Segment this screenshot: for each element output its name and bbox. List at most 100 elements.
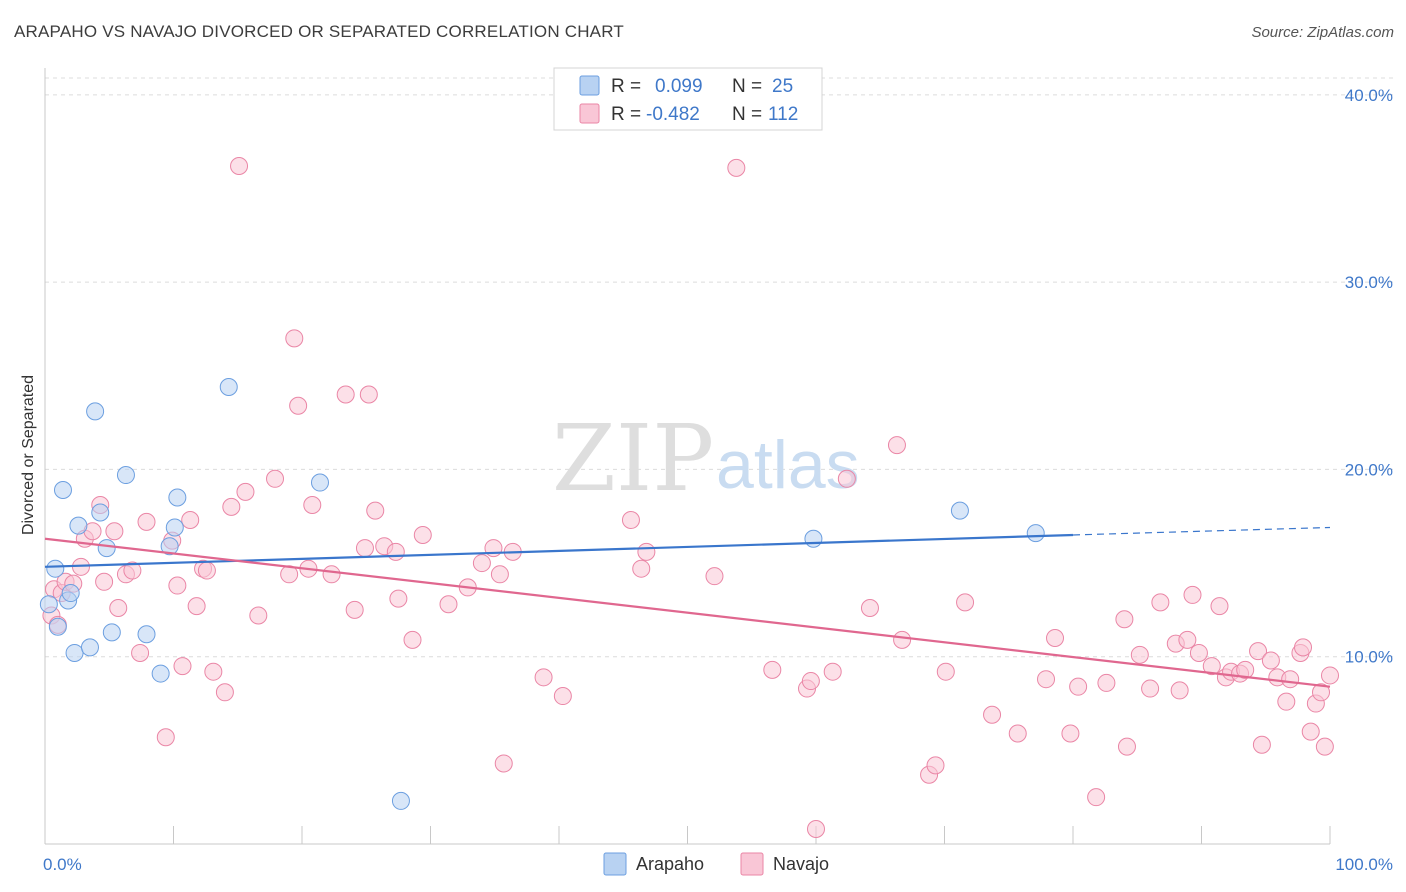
point-navajo	[1069, 677, 1088, 696]
point-arapaho	[39, 595, 58, 614]
point-arapaho	[61, 584, 80, 603]
point-navajo	[285, 329, 304, 348]
point-navajo	[187, 597, 206, 616]
point-navajo	[637, 542, 656, 561]
trend-extension-arapaho	[1072, 526, 1331, 536]
point-navajo	[1210, 597, 1229, 616]
point-navajo	[345, 600, 364, 619]
point-navajo	[727, 158, 746, 177]
point-arapaho	[804, 529, 823, 548]
point-navajo	[131, 643, 150, 662]
trend-line-navajo	[44, 537, 1331, 688]
y-tick-label: 10.0%	[1345, 648, 1393, 667]
point-navajo	[173, 657, 192, 676]
point-arapaho	[137, 625, 156, 644]
point-arapaho	[91, 503, 110, 522]
bottom-legend-label-navajo: Navajo	[773, 854, 829, 874]
point-navajo	[1202, 657, 1221, 676]
tick-labels: 10.0% 20.0% 30.0% 40.0% 0.0% 100.0%	[43, 86, 1393, 874]
point-navajo	[197, 561, 216, 580]
bottom-legend: Arapaho Navajo	[603, 852, 829, 876]
point-navajo	[490, 565, 509, 584]
point-arapaho	[160, 537, 179, 556]
point-navajo	[1141, 679, 1160, 698]
point-navajo	[1249, 642, 1268, 661]
legend-r-value-arapaho: 0.099	[655, 76, 703, 97]
y-tick-label: 30.0%	[1345, 273, 1393, 292]
legend-n-value-navajo: 112	[768, 104, 798, 125]
point-navajo	[137, 512, 156, 531]
point-navajo	[366, 501, 385, 520]
legend-r-label-arapaho: R =	[611, 76, 641, 97]
point-navajo	[249, 606, 268, 625]
point-navajo	[621, 510, 640, 529]
point-arapaho	[310, 473, 329, 492]
point-navajo	[413, 525, 432, 544]
point-navajo	[1151, 593, 1170, 612]
legend-swatch-navajo	[579, 103, 600, 124]
point-navajo	[289, 396, 308, 415]
point-navajo	[1117, 737, 1136, 756]
point-navajo	[181, 510, 200, 529]
point-navajo	[222, 497, 241, 516]
point-arapaho	[97, 539, 116, 558]
point-navajo	[386, 542, 405, 561]
legend-box: R = 0.099 N = 25 R = -0.482 N = 112	[553, 67, 823, 131]
point-arapaho	[46, 559, 65, 578]
point-arapaho	[65, 643, 84, 662]
point-arapaho	[86, 402, 105, 421]
bottom-legend-swatch-navajo	[740, 852, 764, 876]
legend-n-value-arapaho: 25	[772, 76, 793, 97]
point-arapaho	[80, 638, 99, 657]
point-navajo	[1315, 737, 1334, 756]
point-navajo	[926, 756, 945, 775]
point-arapaho	[391, 791, 410, 810]
trend-lines	[44, 526, 1331, 688]
point-navajo	[439, 595, 458, 614]
watermark-zip: ZIP	[552, 405, 714, 512]
point-navajo	[956, 593, 975, 612]
point-navajo	[1236, 660, 1255, 679]
point-navajo	[266, 469, 285, 488]
point-arapaho	[165, 518, 184, 537]
point-navajo	[1170, 681, 1189, 700]
point-navajo	[983, 705, 1002, 724]
point-navajo	[823, 662, 842, 681]
point-navajo	[1183, 585, 1202, 604]
point-navajo	[1046, 628, 1065, 647]
point-arapaho	[102, 623, 121, 642]
point-navajo	[1294, 638, 1313, 657]
point-navajo	[837, 469, 856, 488]
point-navajo	[389, 589, 408, 608]
point-navajo	[230, 157, 249, 176]
point-navajo	[215, 683, 234, 702]
point-navajo	[1097, 673, 1116, 692]
point-arapaho	[219, 378, 238, 397]
bottom-legend-label-arapaho: Arapaho	[636, 854, 704, 874]
point-navajo	[403, 630, 422, 649]
point-navajo	[204, 662, 223, 681]
watermark: ZIP atlas	[552, 405, 860, 512]
legend-r-label-navajo: R =	[611, 104, 641, 125]
watermark-atlas: atlas	[716, 427, 860, 503]
point-navajo	[1261, 651, 1280, 670]
point-navajo	[1087, 788, 1106, 807]
legend-n-label-navajo: N =	[732, 104, 762, 125]
point-navajo	[494, 754, 513, 773]
point-navajo	[936, 662, 955, 681]
point-navajo	[1130, 645, 1149, 664]
point-navajo	[1277, 692, 1296, 711]
point-navajo	[1252, 735, 1271, 754]
x-tick-label: 0.0%	[43, 855, 82, 874]
point-navajo	[1189, 643, 1208, 662]
x-tick-label: 100.0%	[1335, 855, 1393, 874]
legend-r-value-navajo: -0.482	[646, 104, 700, 125]
point-navajo	[887, 436, 906, 455]
point-navajo	[763, 660, 782, 679]
point-navajo	[1061, 724, 1080, 743]
point-navajo	[1008, 724, 1027, 743]
point-navajo	[632, 559, 651, 578]
point-navajo	[359, 385, 378, 404]
point-navajo	[1321, 666, 1339, 685]
